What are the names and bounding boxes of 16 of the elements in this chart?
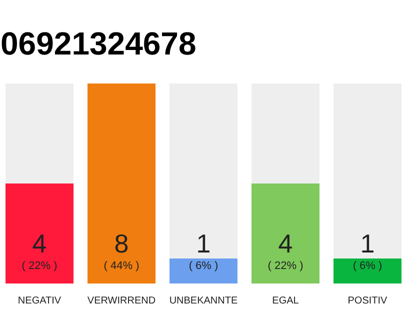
x-tick-label: EGAL — [272, 296, 300, 306]
data-label: 1 — [360, 228, 375, 258]
x-tick-label: UNBEKANNTE — [169, 296, 238, 306]
x-tick-label: POSITIV — [348, 296, 388, 306]
chart-title: 06921324678 — [0, 26, 196, 62]
data-label: 4 — [32, 228, 47, 258]
annotation: ( 22% ) — [268, 260, 304, 272]
annotation: ( 6% ) — [188, 260, 218, 272]
x-tick-label: NEGATIV — [18, 296, 62, 306]
annotation: ( 22% ) — [22, 260, 58, 272]
annotation: ( 6% ) — [352, 260, 382, 272]
x-tick-label: VERWIRREND — [87, 296, 156, 306]
data-label: 8 — [114, 228, 129, 258]
data-label: 1 — [196, 228, 211, 258]
data-label: 4 — [278, 228, 293, 258]
annotation: ( 44% ) — [104, 260, 140, 272]
